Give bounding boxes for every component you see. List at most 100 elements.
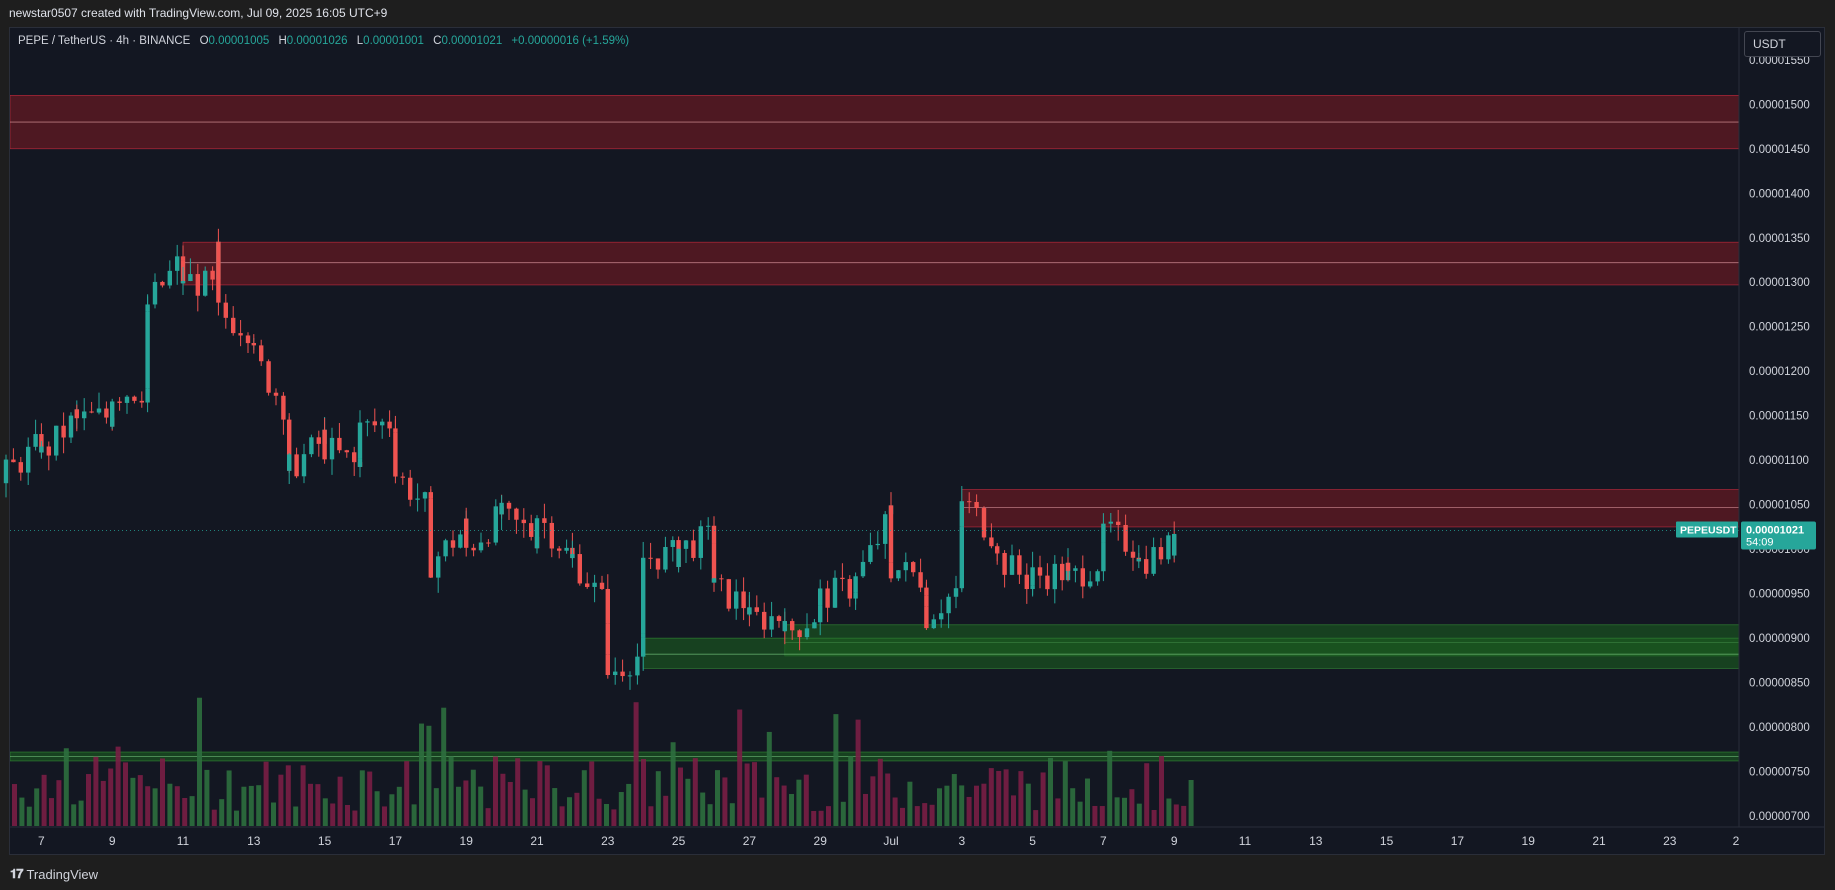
candle-up[interactable] bbox=[635, 656, 640, 676]
candle-down[interactable] bbox=[352, 452, 357, 463]
candle-up[interactable] bbox=[357, 422, 363, 459]
candle-up[interactable] bbox=[287, 454, 292, 471]
candle-up[interactable] bbox=[1052, 563, 1057, 590]
candle-down[interactable] bbox=[648, 557, 653, 559]
candle-up[interactable] bbox=[832, 577, 838, 608]
candle-down[interactable] bbox=[1060, 563, 1065, 581]
candle-down[interactable] bbox=[18, 462, 23, 473]
candle-down[interactable] bbox=[529, 523, 534, 537]
candle-up[interactable] bbox=[946, 596, 951, 614]
candle-up[interactable] bbox=[415, 498, 420, 500]
symbol-label[interactable]: PEPE / TetherUS · 4h · BINANCE bbox=[18, 35, 191, 47]
candle-up[interactable] bbox=[1088, 581, 1093, 587]
candle-up[interactable] bbox=[1166, 535, 1171, 560]
candle-down[interactable] bbox=[61, 425, 66, 438]
candle-up[interactable] bbox=[152, 281, 158, 305]
candle-up[interactable] bbox=[443, 540, 448, 557]
candle-down[interactable] bbox=[995, 552, 1000, 554]
candle-down[interactable] bbox=[322, 429, 327, 460]
candle-up[interactable] bbox=[1151, 547, 1156, 574]
candle-up[interactable] bbox=[110, 401, 115, 427]
candle-down[interactable] bbox=[223, 302, 228, 318]
candle-down[interactable] bbox=[344, 450, 349, 453]
candle-down[interactable] bbox=[117, 401, 122, 403]
candle-down[interactable] bbox=[89, 411, 94, 413]
candle-up[interactable] bbox=[959, 526, 964, 575]
candle-up[interactable] bbox=[458, 534, 463, 548]
candle-up[interactable] bbox=[82, 411, 87, 419]
candle-up[interactable] bbox=[592, 582, 597, 587]
candle-up[interactable] bbox=[309, 437, 314, 455]
candle-down[interactable] bbox=[1158, 547, 1164, 560]
candle-down[interactable] bbox=[408, 477, 413, 500]
candle-up[interactable] bbox=[747, 607, 752, 615]
candle-up[interactable] bbox=[853, 576, 858, 593]
candle-up[interactable] bbox=[670, 540, 675, 547]
candle-up[interactable] bbox=[96, 408, 102, 413]
candle-down[interactable] bbox=[160, 281, 165, 286]
candle-up[interactable] bbox=[1101, 542, 1106, 572]
candle-down[interactable] bbox=[132, 396, 137, 401]
candle-up[interactable] bbox=[26, 446, 31, 473]
candle-up[interactable] bbox=[812, 622, 817, 629]
candle-down[interactable] bbox=[620, 671, 625, 677]
candle-down[interactable] bbox=[691, 540, 696, 558]
candle-down[interactable] bbox=[337, 437, 342, 451]
candle-up[interactable] bbox=[145, 304, 150, 312]
candle-down[interactable] bbox=[372, 421, 377, 426]
candle-down[interactable] bbox=[464, 518, 469, 548]
candle-down[interactable] bbox=[847, 579, 852, 599]
candle-up[interactable] bbox=[959, 501, 964, 527]
candle-down[interactable] bbox=[840, 577, 845, 580]
candle-up[interactable] bbox=[534, 518, 540, 549]
candle-up[interactable] bbox=[804, 628, 810, 638]
candle-down[interactable] bbox=[741, 591, 746, 609]
candle-up[interactable] bbox=[570, 554, 575, 559]
candle-down[interactable] bbox=[281, 395, 286, 420]
candle-up[interactable] bbox=[711, 578, 717, 583]
candle-down[interactable] bbox=[521, 519, 526, 524]
candle-down[interactable] bbox=[238, 333, 243, 336]
candle-down[interactable] bbox=[911, 562, 916, 573]
candle-down[interactable] bbox=[1116, 521, 1121, 525]
candle-down[interactable] bbox=[797, 630, 802, 638]
candle-down[interactable] bbox=[251, 343, 256, 346]
candle-down[interactable] bbox=[924, 595, 929, 607]
candle-down[interactable] bbox=[1037, 567, 1043, 576]
candle-up[interactable] bbox=[1009, 555, 1015, 575]
candle-up[interactable] bbox=[860, 561, 866, 577]
candle-down[interactable] bbox=[316, 437, 321, 444]
candle-up[interactable] bbox=[124, 396, 130, 403]
candle-down[interactable] bbox=[790, 621, 795, 631]
candle-down[interactable] bbox=[924, 606, 929, 629]
candle-up[interactable] bbox=[1136, 559, 1141, 562]
candle-down[interactable] bbox=[294, 454, 299, 477]
candle-down[interactable] bbox=[605, 588, 610, 624]
candle-up[interactable] bbox=[188, 274, 193, 282]
candle-down[interactable] bbox=[1002, 552, 1007, 575]
candle-up[interactable] bbox=[931, 619, 936, 629]
candle-down[interactable] bbox=[888, 562, 894, 579]
candle-down[interactable] bbox=[471, 547, 476, 551]
candle-down[interactable] bbox=[1080, 568, 1085, 587]
candle-up[interactable] bbox=[145, 311, 150, 389]
candle-up[interactable] bbox=[782, 621, 787, 632]
candle-down[interactable] bbox=[195, 274, 200, 296]
candle-down[interactable] bbox=[1017, 555, 1022, 575]
candle-up[interactable] bbox=[883, 514, 888, 544]
candle-up[interactable] bbox=[676, 548, 681, 567]
candle-up[interactable] bbox=[903, 562, 908, 571]
candle-down[interactable] bbox=[216, 241, 221, 303]
candle-down[interactable] bbox=[585, 583, 590, 587]
candle-down[interactable] bbox=[711, 543, 717, 583]
candle-down[interactable] bbox=[967, 501, 972, 503]
candle-down[interactable] bbox=[514, 508, 519, 520]
candle-down[interactable] bbox=[719, 578, 724, 580]
candle-down[interactable] bbox=[557, 548, 562, 551]
candle-up[interactable] bbox=[329, 437, 335, 460]
candle-down[interactable] bbox=[259, 345, 264, 362]
candle-up[interactable] bbox=[875, 543, 880, 546]
candle-up[interactable] bbox=[627, 675, 633, 677]
candle-up[interactable] bbox=[641, 637, 646, 657]
